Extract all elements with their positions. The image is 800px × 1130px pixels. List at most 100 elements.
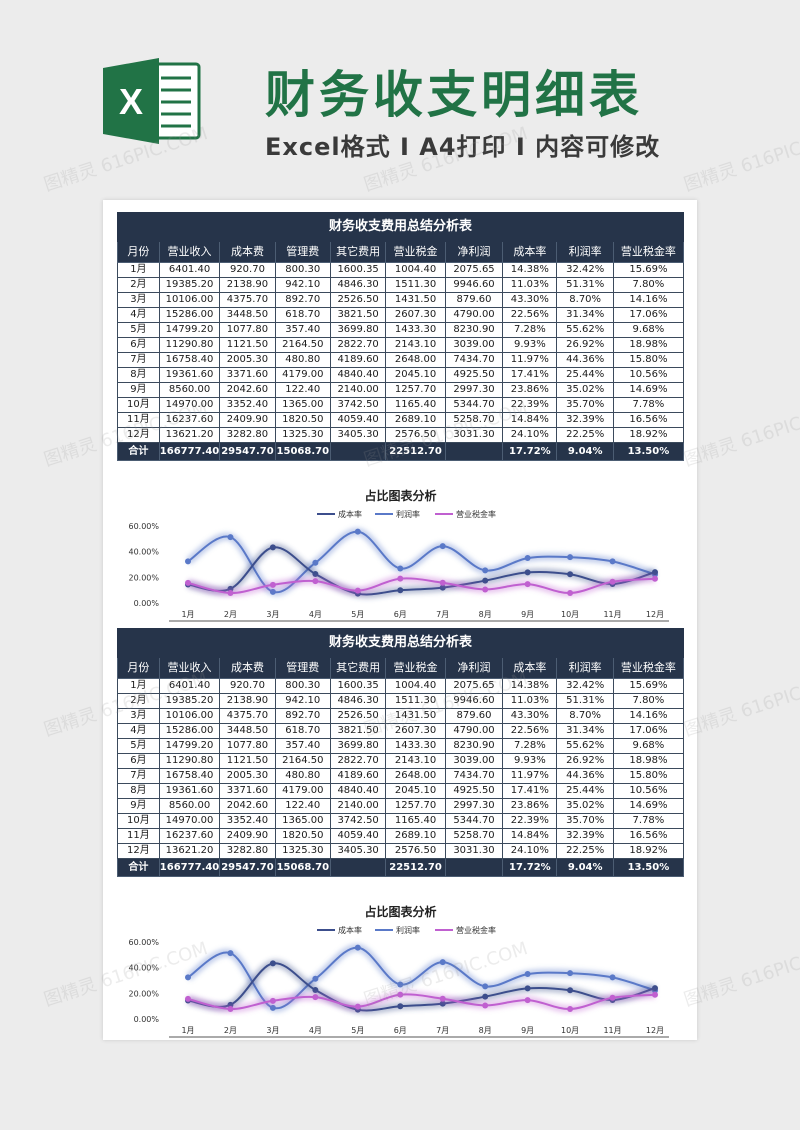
table-cell: 1004.40 [385,678,446,694]
table-cell: 4790.00 [444,307,504,323]
table-cell: 11290.80 [158,753,221,769]
table-cell: 7.80% [612,277,685,293]
table-cell: 22.39% [502,397,558,413]
column-header: 营业税金 [385,241,446,263]
data-point [227,1005,234,1012]
table-cell: 18.98% [612,337,685,353]
data-point [609,578,616,585]
table-caption: 财务收支费用总结分析表 [117,628,684,658]
table-cell: 2042.60 [219,382,276,398]
table-row: 6月 11290.80 1121.50 2164.50 2822.70 2143.10 30… [117,337,685,353]
column-header: 营业收入 [158,241,221,263]
table-row: 2月 19385.20 2138.90 942.10 4846.30 1511.30 994… [117,277,685,293]
data-point [524,555,531,562]
table-cell: 6401.40 [158,678,221,694]
table-row: 3月 10106.00 4375.70 892.70 2526.50 1431.50 879… [117,708,685,724]
table-cell: 18.92% [612,843,685,859]
table-cell: 1121.50 [219,753,276,769]
table-cell: 19385.20 [158,693,221,709]
table-cell: 9.93% [502,337,558,353]
table-cell: 4846.30 [329,277,387,293]
y-tick-label: 0.00% [134,1015,160,1024]
table-cell: 2576.50 [385,843,446,859]
column-header: 净利润 [444,657,504,679]
data-point [397,981,404,988]
x-tick-label: 5月 [351,1026,364,1035]
data-point [609,974,616,981]
total-cell: 9.04% [556,442,614,461]
table-cell: 1077.80 [219,738,276,754]
column-header: 净利润 [444,241,504,263]
data-point [567,1006,574,1013]
column-header: 营业税金 [385,657,446,679]
table-cell: 942.10 [274,693,331,709]
table-cell: 2140.00 [329,382,387,398]
y-tick-label: 40.00% [128,548,159,557]
table-cell: 12月 [117,427,160,443]
data-point [269,544,276,551]
table-row: 8月 19361.60 3371.60 4179.00 4840.40 2045.10 49… [117,367,685,383]
table-cell: 8.70% [556,292,614,308]
table-cell: 3031.30 [444,427,504,443]
table-cell: 9946.60 [444,277,504,293]
table-cell: 2689.10 [385,828,446,844]
table-cell: 55.62% [556,322,614,338]
table-cell: 19385.20 [158,277,221,293]
table-cell: 1165.40 [385,813,446,829]
table-cell: 2140.00 [329,798,387,814]
table-cell: 35.02% [556,798,614,814]
table-cell: 879.60 [444,708,504,724]
x-tick-label: 6月 [394,1026,407,1035]
table-cell: 2164.50 [274,753,331,769]
table-cell: 5258.70 [444,828,504,844]
table-cell: 3742.50 [329,397,387,413]
total-cell: 17.72% [502,442,558,461]
table-cell: 1257.70 [385,798,446,814]
ratio-chart-2: 占比图表分析 成本率 利润率 营业税金率 0.00% 20.00% 40.00% 60.00%… [117,900,684,1040]
table-cell: 7月 [117,768,160,784]
table-cell: 22.25% [556,427,614,443]
data-point [482,1002,489,1009]
x-tick-label: 9月 [521,1026,534,1035]
table-cell: 15286.00 [158,307,221,323]
table-cell: 4月 [117,307,160,323]
data-point [354,587,361,594]
table-cell: 10月 [117,397,160,413]
data-point [397,1003,404,1010]
y-tick-label: 60.00% [128,938,159,947]
table-cell: 4189.60 [329,352,387,368]
table-cell: 31.34% [556,307,614,323]
table-cell: 2005.30 [219,768,276,784]
table-row: 1月 6401.40 920.70 800.30 1600.35 1004.40 2075.… [117,678,685,694]
table-cell: 1820.50 [274,412,331,428]
table-cell: 2075.65 [444,262,504,278]
column-header: 成本率 [502,657,558,679]
table-cell: 3352.40 [219,397,276,413]
data-point [269,960,276,967]
table-cell: 3039.00 [444,753,504,769]
table-cell: 26.92% [556,753,614,769]
table-cell: 800.30 [274,678,331,694]
table-cell: 2045.10 [385,367,446,383]
table-cell: 13621.20 [158,843,221,859]
data-point [439,995,446,1002]
data-point [652,991,658,998]
data-point [312,559,319,566]
analysis-block-1: 财务收支费用总结分析表 月份 营业收入 成本费 管理费 其它费用 营业税金 净利润 成本率 利润率… [117,212,685,622]
table-cell: 1431.50 [385,708,446,724]
data-point [482,983,489,990]
column-header: 成本费 [219,657,276,679]
column-header: 其它费用 [329,657,387,679]
table-cell: 122.40 [274,798,331,814]
table-cell: 11290.80 [158,337,221,353]
table-cell: 14.84% [502,828,558,844]
table-cell: 3282.80 [219,843,276,859]
data-point [482,586,489,593]
table-cell: 11.97% [502,768,558,784]
table-row: 7月 16758.40 2005.30 480.80 4189.60 2648.00 743… [117,768,685,784]
table-cell: 8月 [117,367,160,383]
total-cell: 13.50% [612,442,685,461]
data-point [567,571,574,578]
table-row: 12月 13621.20 3282.80 1325.30 3405.30 2576.50 3… [117,843,685,859]
table-cell: 1257.70 [385,382,446,398]
